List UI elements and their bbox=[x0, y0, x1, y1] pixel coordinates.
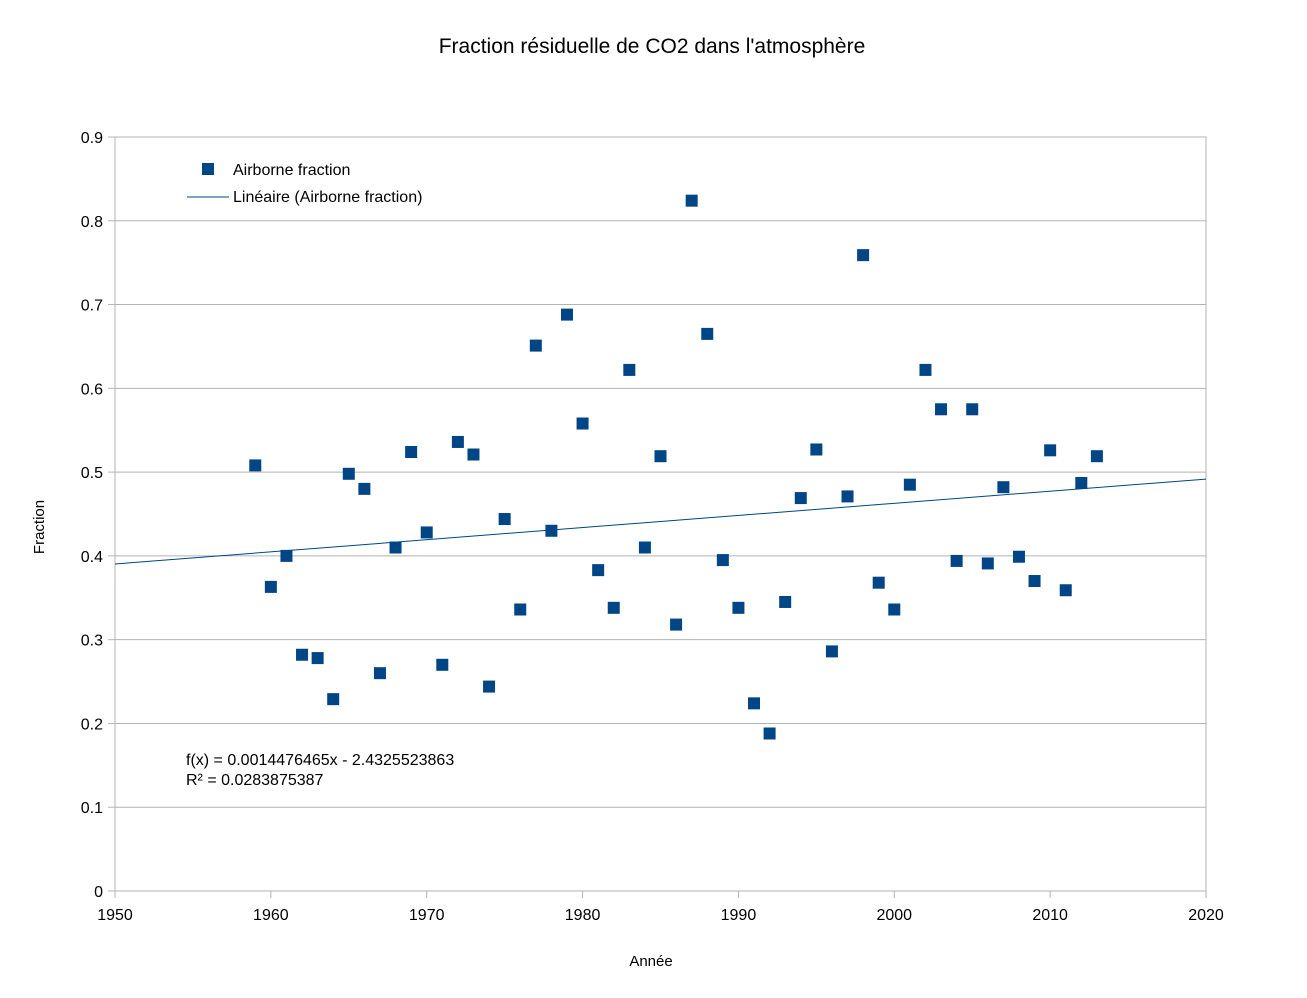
y-tick-label: 0.6 bbox=[81, 381, 103, 398]
data-point bbox=[810, 443, 823, 456]
x-tick-label: 1950 bbox=[97, 907, 133, 924]
y-tick-label: 0 bbox=[94, 884, 103, 901]
data-point bbox=[296, 648, 309, 661]
data-point bbox=[560, 308, 573, 321]
x-tick-label: 1970 bbox=[409, 907, 445, 924]
data-point bbox=[1059, 584, 1072, 597]
data-point bbox=[950, 554, 963, 567]
data-point bbox=[903, 478, 916, 491]
data-point bbox=[763, 727, 776, 740]
data-point bbox=[1090, 450, 1103, 463]
data-point bbox=[607, 601, 620, 614]
y-axis-ticks: 0 0.1 0.2 0.3 0.4 0.5 0.6 0.7 0.8 0.9 bbox=[81, 130, 115, 901]
data-point bbox=[966, 403, 979, 416]
data-point bbox=[919, 363, 932, 376]
y-tick-label: 0.4 bbox=[81, 549, 103, 566]
data-point bbox=[514, 603, 527, 616]
y-tick-label: 0.7 bbox=[81, 298, 103, 315]
data-point bbox=[327, 693, 340, 706]
y-axis-label: Fraction bbox=[31, 500, 48, 554]
data-point bbox=[825, 645, 838, 658]
x-tick-label: 2020 bbox=[1188, 907, 1224, 924]
x-tick-label: 2000 bbox=[876, 907, 912, 924]
data-point bbox=[420, 526, 433, 539]
x-axis-label: Année bbox=[629, 953, 672, 970]
data-point bbox=[685, 194, 698, 207]
data-point bbox=[748, 697, 761, 710]
data-point bbox=[1012, 550, 1025, 563]
data-point bbox=[638, 541, 651, 554]
data-point bbox=[467, 448, 480, 461]
x-tick-label: 1990 bbox=[721, 907, 757, 924]
data-point bbox=[311, 652, 324, 665]
data-point bbox=[405, 446, 418, 459]
data-point bbox=[576, 417, 589, 430]
trend-line bbox=[114, 478, 1207, 565]
data-point bbox=[997, 481, 1010, 494]
data-point bbox=[935, 403, 948, 416]
data-point bbox=[436, 658, 449, 671]
data-point bbox=[342, 467, 355, 480]
data-point bbox=[1028, 575, 1041, 588]
chart-title: Fraction résiduelle de CO2 dans l'atmosp… bbox=[439, 35, 866, 58]
y-tick-label: 0.2 bbox=[81, 716, 103, 733]
legend-marker-square bbox=[202, 163, 214, 175]
x-tick-label: 1980 bbox=[565, 907, 601, 924]
data-point bbox=[451, 435, 464, 448]
data-point bbox=[670, 618, 683, 631]
data-point bbox=[872, 576, 885, 589]
data-point bbox=[1044, 444, 1057, 457]
data-points bbox=[249, 194, 1103, 740]
data-point bbox=[888, 603, 901, 616]
legend-label-scatter: Airborne fraction bbox=[233, 162, 350, 179]
x-axis-ticks: 1950 1960 1970 1980 1990 2000 2010 2020 bbox=[97, 891, 1224, 924]
data-point bbox=[483, 680, 496, 693]
data-point bbox=[701, 327, 714, 340]
data-point bbox=[1075, 477, 1088, 490]
y-tick-label: 0.1 bbox=[81, 800, 103, 817]
data-point bbox=[841, 490, 854, 503]
y-tick-label: 0.3 bbox=[81, 633, 103, 650]
data-point bbox=[545, 524, 558, 537]
data-point bbox=[857, 249, 870, 262]
x-tick-label: 1960 bbox=[253, 907, 289, 924]
data-point bbox=[529, 339, 542, 352]
plot-area bbox=[114, 136, 1207, 892]
y-tick-label: 0.5 bbox=[81, 465, 103, 482]
data-point bbox=[794, 492, 807, 505]
trend-equation: f(x) = 0.0014476465x - 2.4325523863 bbox=[186, 752, 454, 769]
data-point bbox=[779, 595, 792, 608]
data-point bbox=[654, 450, 667, 463]
y-tick-label: 0.8 bbox=[81, 214, 103, 231]
data-point bbox=[280, 549, 293, 562]
trend-r-squared: R² = 0.0283875387 bbox=[186, 772, 324, 789]
data-point bbox=[358, 482, 371, 495]
data-point bbox=[592, 564, 605, 577]
data-point bbox=[373, 667, 386, 680]
legend: Airborne fraction Linéaire (Airborne fra… bbox=[187, 162, 422, 206]
x-tick-label: 2010 bbox=[1032, 907, 1068, 924]
data-point bbox=[981, 557, 994, 570]
data-point bbox=[389, 541, 402, 554]
y-tick-label: 0.9 bbox=[81, 130, 103, 147]
legend-label-trend: Linéaire (Airborne fraction) bbox=[233, 189, 422, 206]
data-point bbox=[249, 459, 262, 472]
data-point bbox=[264, 580, 277, 593]
data-point bbox=[732, 601, 745, 614]
data-point bbox=[623, 363, 636, 376]
data-point bbox=[498, 513, 511, 526]
data-point bbox=[716, 554, 729, 567]
